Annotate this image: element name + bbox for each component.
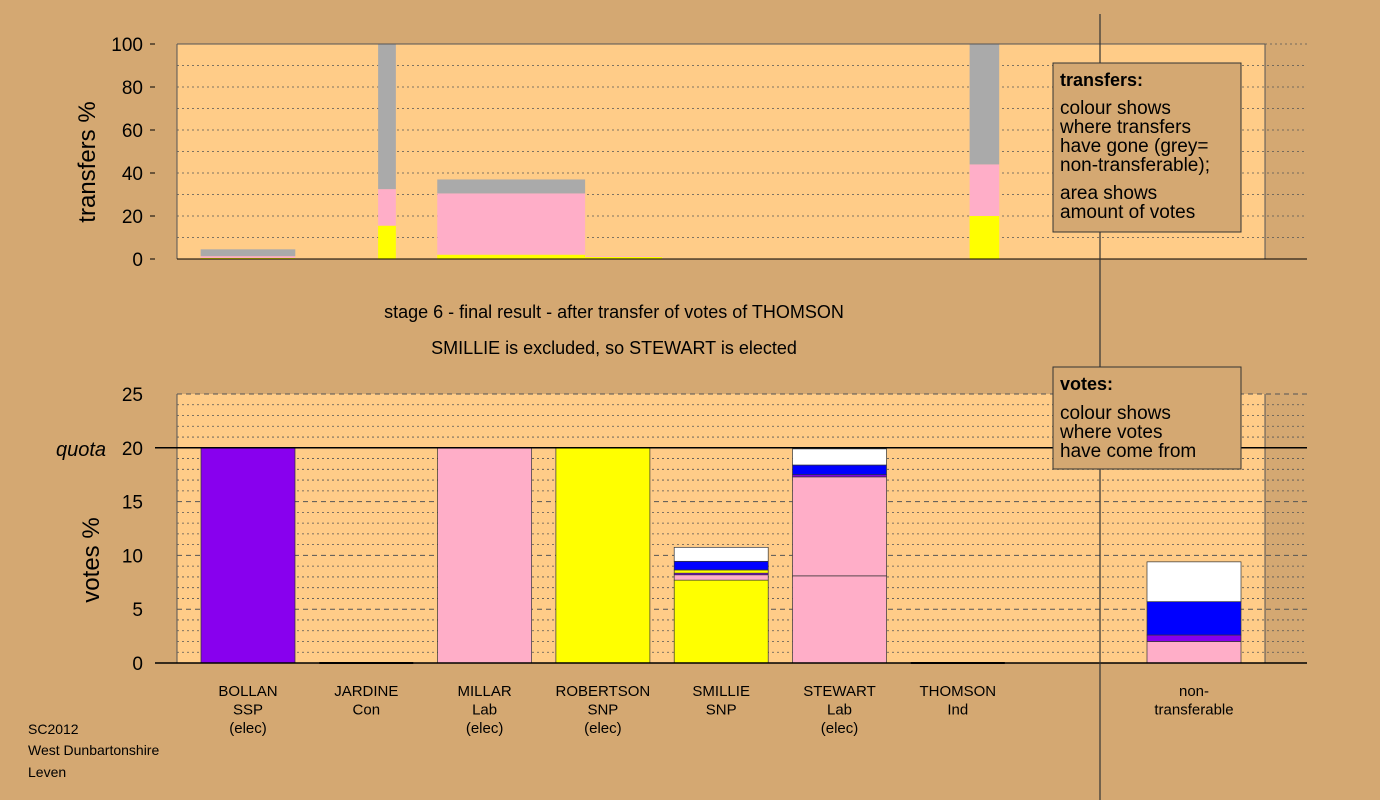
votes-bar-segment [673,560,769,571]
candidate-label: (elec) [466,720,504,737]
transfers-bar-segment [585,256,663,259]
transfers-bar-segment [378,44,396,190]
transfers-bar-segment [378,225,396,259]
votes-tick-labels: 0 5 10 15 20 25 [122,385,143,675]
stage-line-2: SMILLIE is excluded, so STEWART is elect… [431,338,797,358]
transfers-bar-segment [200,256,296,258]
transfers-bar-segment [585,256,663,258]
transfers-legend-line-5: area shows [1060,183,1157,204]
candidate-label: non- [1179,683,1209,700]
votes-bar-segment [1146,561,1242,603]
votes-legend-frame [1052,366,1242,470]
transfers-bar-segment [969,44,1000,165]
votes-bar-segment [673,579,769,664]
transfers-legend-frame [1052,62,1242,233]
transfers-legend-line-4: non-transferable); [1060,155,1210,176]
votes-tick-label: 15 [122,493,143,514]
candidate-label: BOLLAN [218,683,277,700]
candidate-label: (elec) [584,720,622,737]
votes-bar-segment [437,447,532,664]
transfers-tick-label: 40 [122,164,143,185]
votes-bar-segment [200,447,296,664]
votes-tick-label: 10 [122,546,143,567]
candidate-label: (elec) [821,720,859,737]
footer-election: SC2012 [28,721,79,737]
candidate-label: ROBERTSON [556,683,651,700]
candidate-label: Lab [827,702,852,719]
stage-line-1: stage 6 - final result - after transfer … [384,302,844,322]
transfers-bar-segment [969,216,1000,259]
candidate-label: Ind [947,702,968,719]
transfers-bar-segment [200,257,296,259]
candidate-label: MILLAR [458,683,512,700]
transfers-legend-line-3: have gone (grey= [1060,136,1208,157]
transfers-legend-line-1: colour shows [1060,98,1171,119]
votes-axis-title: votes % [78,517,105,602]
votes-bar-segment [792,476,887,577]
votes-bar-segment [792,575,887,664]
transfers-tick-label: 20 [122,207,143,228]
transfers-axis-title: transfers % [74,101,101,222]
votes-bar-segment [1146,634,1242,642]
votes-bars [200,447,1242,664]
votes-bar-segment [792,448,887,466]
footer-council: West Dunbartonshire [28,742,159,758]
transfers-bar-segment [200,249,296,257]
votes-tick-label: 5 [132,600,143,621]
votes-bar-segment [673,546,769,562]
votes-bar-segment [673,574,769,581]
votes-bar-segment [673,569,769,574]
votes-bar-segment [1146,641,1242,664]
candidate-labels: BOLLANSSP(elec)JARDINEConMILLARLab(elec)… [218,683,1233,737]
transfers-bar-segment [437,254,586,259]
candidate-label: Con [353,702,381,719]
transfers-tick-label: 0 [132,250,143,271]
transfers-bar-segment [969,164,1000,216]
transfers-legend-title: transfers: [1060,70,1143,90]
votes-bar-segment [1146,601,1242,636]
candidate-label: SMILLIE [692,683,750,700]
candidate-label: SNP [706,702,737,719]
votes-bar-segment [792,464,887,476]
candidate-label: SNP [587,702,618,719]
transfers-bar-segment [378,189,396,226]
transfers-tick-labels: 0 20 40 60 80 100 [111,35,155,271]
transfers-tick-label: 60 [122,121,143,142]
votes-bar-segment [555,447,651,664]
quota-label: quota [56,439,106,461]
votes-legend-box: votes: colour shows where votes have com… [1052,366,1242,470]
votes-tick-label: 25 [122,385,143,406]
candidate-label: STEWART [803,683,876,700]
transfers-bars [200,44,1000,259]
votes-legend-line-2: where votes [1059,422,1162,443]
transfers-legend-line-6: amount of votes [1060,202,1195,223]
transfers-tick-label: 100 [111,35,143,56]
votes-legend-title: votes: [1060,374,1113,394]
candidate-label: transferable [1154,702,1233,719]
votes-tick-label: 20 [122,439,143,460]
votes-legend-line-3: have come from [1060,441,1196,462]
votes-legend-line-1: colour shows [1060,403,1171,424]
candidate-label: THOMSON [919,683,996,700]
transfers-tick-label: 80 [122,78,143,99]
candidate-label: JARDINE [334,683,398,700]
transfers-bar-segment [437,193,586,255]
transfers-legend-line-2: where transfers [1059,117,1191,138]
transfers-bar-segment [437,179,586,194]
candidate-label: SSP [233,702,263,719]
candidate-label: (elec) [229,720,267,737]
candidate-label: Lab [472,702,497,719]
votes-tick-label: 0 [132,654,143,675]
footer-ward: Leven [28,764,66,780]
transfers-legend-box: transfers: colour shows where transfers … [1052,62,1242,233]
